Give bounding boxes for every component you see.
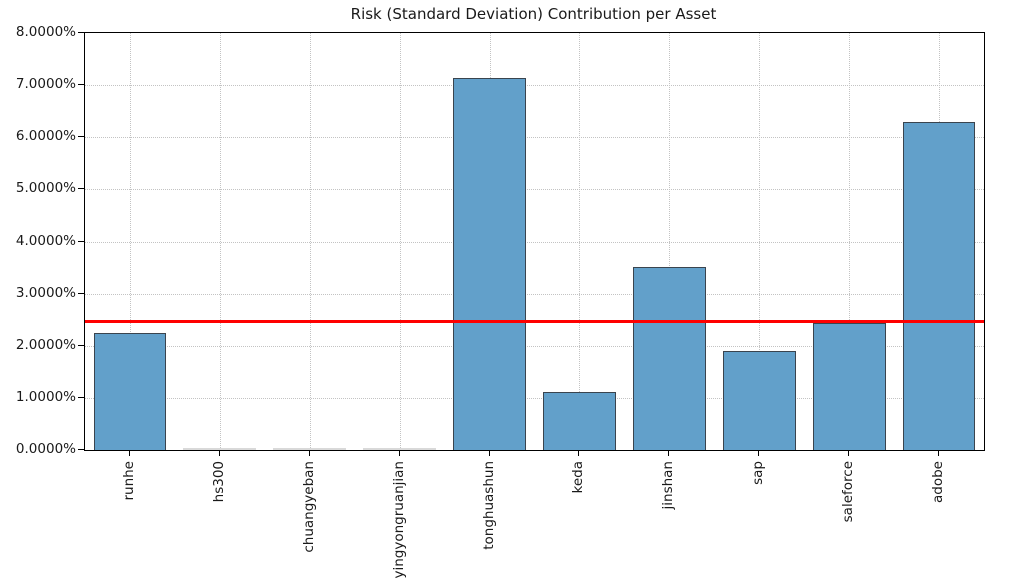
x-tick-label: chuangyeban <box>300 461 317 553</box>
x-tick-mark <box>758 450 760 456</box>
y-tick-mark <box>78 449 84 450</box>
y-tick-mark <box>78 344 84 346</box>
grid-line-h <box>85 397 984 399</box>
y-tick-label: 0.0000% <box>15 441 76 457</box>
bar-yingyongruanjian <box>363 448 437 450</box>
y-tick-mark <box>78 240 84 242</box>
grid-line-v <box>669 33 671 450</box>
grid-line-h <box>85 189 984 191</box>
grid-line-v <box>849 33 851 450</box>
bar-runhe <box>93 333 167 450</box>
y-tick-mark <box>78 292 84 294</box>
y-tick-mark <box>78 188 84 190</box>
x-tick-mark <box>488 450 490 456</box>
grid-line-v <box>579 33 581 450</box>
y-tick-label: 1.0000% <box>15 388 76 405</box>
y-tick-mark <box>78 136 84 138</box>
x-tick-mark <box>938 450 940 456</box>
x-tick-mark <box>578 450 580 456</box>
y-tick-mark <box>78 32 84 33</box>
x-tick-label: adobe <box>930 461 947 503</box>
bar-sap <box>722 350 796 450</box>
grid-line-v <box>309 33 311 450</box>
x-tick-label: runhe <box>120 461 137 501</box>
plot-area <box>84 32 985 451</box>
x-tick-label: hs300 <box>210 461 227 503</box>
bar-adobe <box>902 122 976 450</box>
bar-tonghuashun <box>453 77 526 450</box>
bar-hs300 <box>183 448 257 450</box>
y-tick-label: 6.0000% <box>15 128 76 145</box>
x-tick-label: jinshan <box>660 461 677 510</box>
grid-line-h <box>85 293 984 295</box>
bar-saleforce <box>812 322 886 450</box>
grid-line-v <box>129 33 131 450</box>
y-tick-label: 2.0000% <box>15 336 76 353</box>
y-tick-label: 3.0000% <box>15 284 76 301</box>
grid-line-v <box>399 33 401 450</box>
x-tick-mark <box>398 450 400 456</box>
y-tick-label: 7.0000% <box>15 76 76 93</box>
average-line <box>85 320 984 323</box>
bar-chuangyeban <box>273 448 347 450</box>
x-tick-label: tonghuashun <box>480 461 497 550</box>
grid-line-h <box>85 241 984 243</box>
grid-line-h <box>85 345 984 347</box>
grid-line-h <box>85 85 984 87</box>
bar-jinshan <box>632 267 706 450</box>
grid-line-v <box>759 33 761 450</box>
grid-line-v <box>219 33 221 450</box>
x-tick-mark <box>128 450 130 456</box>
x-tick-mark <box>218 450 220 456</box>
y-tick-mark <box>78 84 84 86</box>
y-tick-label: 8.0000% <box>15 24 76 40</box>
y-tick-label: 4.0000% <box>15 232 76 249</box>
grid-line-h <box>85 137 984 139</box>
bar-keda <box>543 392 616 450</box>
x-tick-label: sap <box>750 461 767 485</box>
y-tick-mark <box>78 396 84 398</box>
x-tick-label: keda <box>570 461 587 494</box>
x-tick-label: saleforce <box>840 461 857 523</box>
x-tick-label: yingyongruanjian <box>390 461 407 579</box>
y-tick-label: 5.0000% <box>15 180 76 197</box>
x-tick-mark <box>848 450 850 456</box>
x-tick-mark <box>668 450 670 456</box>
chart-title: Risk (Standard Deviation) Contribution p… <box>350 5 717 23</box>
x-tick-mark <box>308 450 310 456</box>
